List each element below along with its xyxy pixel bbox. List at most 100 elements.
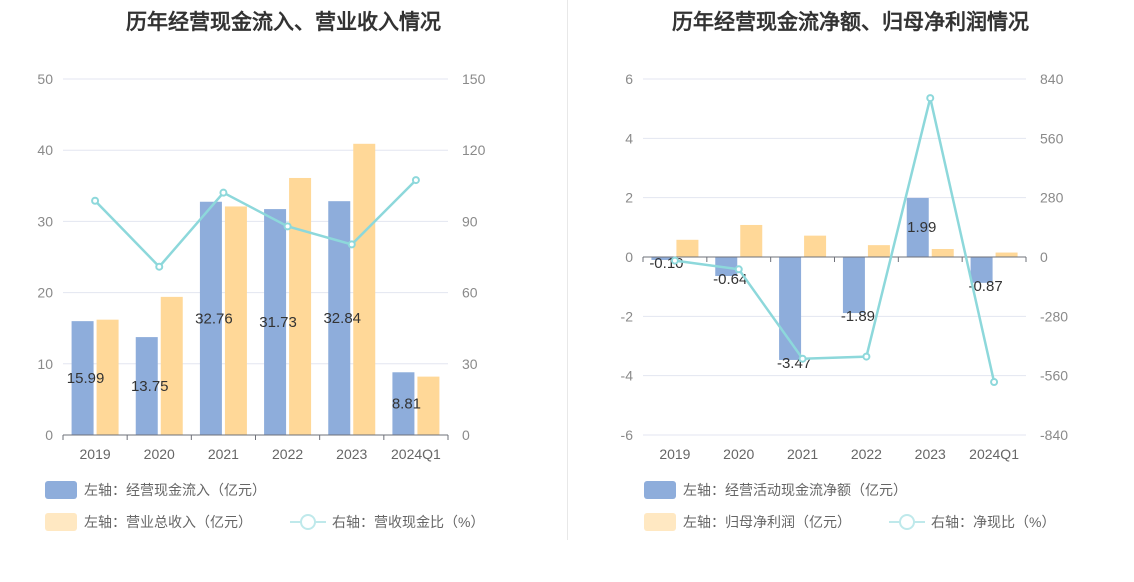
left-chart-plot: 0 0 10 30 20 60 30 90 40 120 50 150 2019 2020 2021 2022… bbox=[37, 71, 486, 462]
y-right-tick-label: 840 bbox=[1040, 71, 1064, 87]
legend-item-cash-inflow[interactable]: 左轴：经营现金流入（亿元） bbox=[45, 480, 266, 500]
legend-swatch bbox=[45, 481, 77, 499]
data-label: 8.81 bbox=[392, 396, 421, 413]
y-left-tick-label: 30 bbox=[37, 213, 53, 229]
x-tick-label: 2019 bbox=[659, 446, 690, 462]
right-chart-plot: -6 -840 -4 -560 -2 -280 0 0 2 280 4 560 6 840 2019 2020… bbox=[621, 71, 1069, 462]
y-right-tick-label: 280 bbox=[1040, 190, 1064, 206]
bar bbox=[995, 252, 1018, 257]
bar bbox=[224, 206, 247, 435]
bar bbox=[740, 224, 763, 257]
left-chart-panel: 历年经营现金流入、营业收入情况 0 0 10 30 20 60 30 90 40 120 50 150… bbox=[37, 11, 486, 532]
legend-line-icon bbox=[290, 513, 326, 531]
legend-label: 右轴：营收现金比（%） bbox=[332, 514, 485, 530]
panel-divider bbox=[567, 0, 568, 540]
legend-swatch bbox=[644, 513, 676, 531]
legend-line-icon bbox=[889, 513, 925, 531]
y-right-tick-label: 560 bbox=[1040, 130, 1064, 146]
bar bbox=[392, 372, 415, 435]
bar bbox=[779, 257, 802, 360]
ratio-point bbox=[670, 256, 679, 265]
legend-swatch bbox=[644, 481, 676, 499]
bar bbox=[804, 235, 827, 257]
y-right-tick-label: 30 bbox=[462, 356, 478, 372]
bar bbox=[842, 257, 865, 314]
legend-label: 左轴：营业总收入（亿元） bbox=[84, 514, 252, 530]
ratio-point bbox=[990, 378, 999, 387]
x-tick-label: 2022 bbox=[851, 446, 882, 462]
ratio-point bbox=[926, 94, 935, 103]
y-left-tick-label: 10 bbox=[37, 356, 53, 372]
bar bbox=[264, 209, 287, 435]
y-left-tick-label: 0 bbox=[45, 427, 53, 443]
y-left-tick-label: 4 bbox=[625, 130, 633, 146]
data-label: 13.75 bbox=[131, 378, 169, 395]
data-label: 32.76 bbox=[195, 310, 233, 327]
ratio-point bbox=[219, 188, 228, 197]
legend-label: 右轴：净现比（%） bbox=[931, 514, 1056, 530]
legend-item-revenue[interactable]: 左轴：营业总收入（亿元） bbox=[45, 512, 252, 532]
legend-label: 左轴：经营现金流入（亿元） bbox=[84, 482, 266, 498]
ratio-point bbox=[798, 354, 807, 363]
legend-label: 左轴：归母净利润（亿元） bbox=[683, 514, 851, 530]
ratio-point bbox=[411, 176, 420, 185]
y-left-tick-label: 6 bbox=[625, 71, 633, 87]
y-right-tick-label: 60 bbox=[462, 285, 478, 301]
ratio-line bbox=[674, 97, 996, 383]
legend-label: 左轴：经营活动现金流净额（亿元） bbox=[683, 482, 907, 498]
y-left-tick-label: 2 bbox=[625, 190, 633, 206]
y-left-tick-label: 20 bbox=[37, 285, 53, 301]
x-tick-label: 2020 bbox=[723, 446, 754, 462]
legend-item-net-cash-ratio[interactable]: 右轴：净现比（%） bbox=[889, 512, 1055, 532]
y-left-tick-label: -4 bbox=[621, 368, 634, 384]
bar bbox=[96, 319, 119, 435]
bar bbox=[931, 248, 954, 257]
legend-item-net-cash-flow[interactable]: 左轴：经营活动现金流净额（亿元） bbox=[644, 480, 907, 500]
y-left-tick-label: 0 bbox=[625, 249, 633, 265]
x-tick-label: 2024Q1 bbox=[391, 446, 441, 462]
x-tick-label: 2023 bbox=[915, 446, 946, 462]
right-chart-panel: 历年经营现金流净额、归母净利润情况 -6 -840 -4 -560 -2 -280 0 0 2 2… bbox=[567, 0, 1134, 582]
ratio-point bbox=[347, 240, 356, 249]
bar bbox=[970, 257, 993, 283]
x-tick-label: 2021 bbox=[208, 446, 239, 462]
x-tick-label: 2019 bbox=[80, 446, 111, 462]
ratio-point bbox=[734, 265, 743, 274]
right-chart-group: -6 -840 -4 -560 -2 -280 0 0 2 280 4 560 6 840 2019 2020… bbox=[621, 71, 1069, 462]
y-right-tick-label: 120 bbox=[462, 142, 486, 158]
bar bbox=[417, 376, 440, 435]
x-tick-label: 2020 bbox=[144, 446, 175, 462]
y-right-tick-label: 0 bbox=[462, 427, 470, 443]
bar bbox=[353, 143, 376, 436]
chart-title: 历年经营现金流入、营业收入情况 bbox=[126, 11, 441, 34]
data-label: 32.84 bbox=[323, 310, 361, 327]
data-label: 31.73 bbox=[259, 314, 297, 331]
data-label: -1.89 bbox=[841, 308, 875, 325]
y-right-tick-label: -280 bbox=[1040, 308, 1068, 324]
bar bbox=[906, 197, 929, 257]
data-label: 1.99 bbox=[907, 219, 936, 236]
y-right-tick-label: 150 bbox=[462, 71, 486, 87]
x-tick-label: 2024Q1 bbox=[969, 446, 1019, 462]
ratio-point bbox=[155, 262, 164, 271]
legend-swatch bbox=[45, 513, 77, 531]
bar bbox=[135, 337, 158, 435]
ratio-point bbox=[283, 222, 292, 231]
bar bbox=[289, 177, 312, 435]
bar bbox=[651, 257, 674, 260]
data-label: -0.10 bbox=[649, 255, 683, 272]
y-left-tick-label: -6 bbox=[621, 427, 634, 443]
legend-item-revenue-cash-ratio[interactable]: 右轴：营收现金比（%） bbox=[290, 512, 484, 532]
y-right-tick-label: 90 bbox=[462, 213, 478, 229]
ratio-line bbox=[94, 179, 417, 269]
legend-item-net-profit[interactable]: 左轴：归母净利润（亿元） bbox=[644, 512, 851, 532]
bar bbox=[199, 201, 222, 435]
y-right-tick-label: -560 bbox=[1040, 368, 1068, 384]
bar bbox=[328, 201, 351, 435]
ratio-point bbox=[862, 352, 871, 361]
x-tick-label: 2022 bbox=[272, 446, 303, 462]
bar bbox=[71, 321, 94, 435]
y-left-tick-label: 50 bbox=[37, 71, 53, 87]
bar bbox=[676, 239, 699, 257]
y-left-tick-label: 40 bbox=[37, 142, 53, 158]
